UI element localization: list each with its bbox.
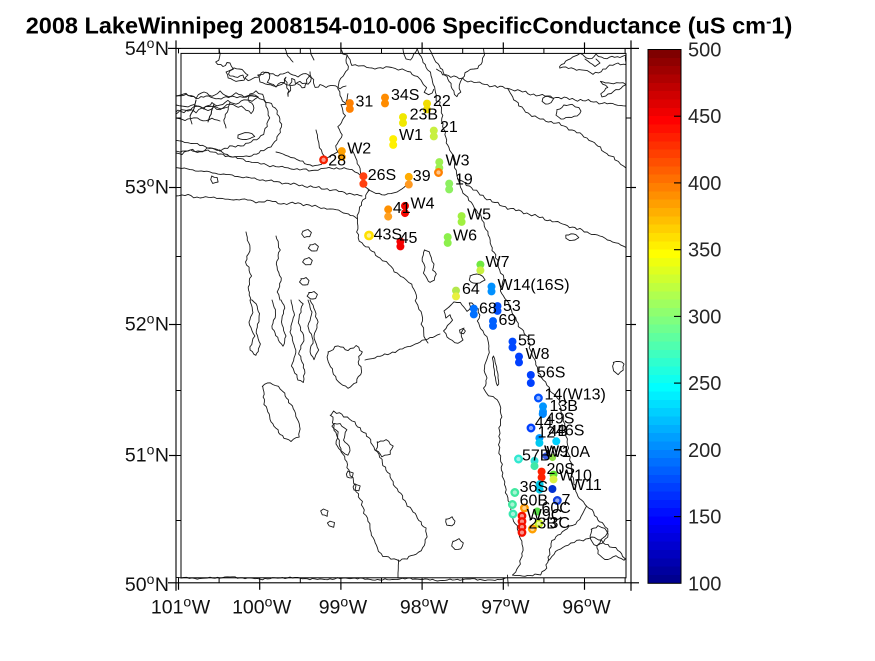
svg-text:W8: W8 xyxy=(526,346,550,363)
svg-text:34S: 34S xyxy=(391,87,419,104)
svg-text:300: 300 xyxy=(688,306,721,328)
svg-text:400: 400 xyxy=(688,173,721,195)
svg-text:250: 250 xyxy=(688,373,721,395)
svg-text:46S: 46S xyxy=(556,422,584,439)
svg-text:52oN: 52oN xyxy=(125,311,169,336)
svg-text:55: 55 xyxy=(518,332,536,349)
svg-text:500: 500 xyxy=(688,40,721,62)
svg-text:56S: 56S xyxy=(537,364,565,381)
svg-text:44: 44 xyxy=(535,414,553,431)
svg-text:68: 68 xyxy=(479,300,497,317)
svg-text:12: 12 xyxy=(538,424,556,441)
svg-text:22: 22 xyxy=(433,93,451,110)
svg-text:45: 45 xyxy=(400,230,418,247)
svg-text:31: 31 xyxy=(356,93,374,110)
svg-text:26S: 26S xyxy=(368,167,396,184)
svg-text:W6: W6 xyxy=(453,227,477,244)
svg-text:23B: 23B xyxy=(410,106,438,123)
svg-text:W11: W11 xyxy=(570,477,602,494)
svg-text:64: 64 xyxy=(462,281,480,298)
svg-text:43S: 43S xyxy=(374,226,402,243)
svg-text:36S: 36S xyxy=(520,479,548,496)
svg-text:W9C: W9C xyxy=(527,507,563,524)
svg-text:W7: W7 xyxy=(486,254,510,271)
svg-text:14(W13): 14(W13) xyxy=(545,386,606,403)
svg-text:3C: 3C xyxy=(550,515,570,532)
svg-text:100oW: 100oW xyxy=(232,594,292,619)
svg-text:13B: 13B xyxy=(550,398,578,415)
svg-text:49S: 49S xyxy=(546,410,574,427)
svg-text:W3: W3 xyxy=(446,152,470,169)
svg-text:W10: W10 xyxy=(559,467,592,484)
svg-text:W10A: W10A xyxy=(547,444,591,461)
svg-text:39: 39 xyxy=(413,168,431,185)
svg-text:W4: W4 xyxy=(411,196,435,213)
svg-text:7: 7 xyxy=(562,492,571,509)
svg-text:57B: 57B xyxy=(522,447,550,464)
svg-text:101oW: 101oW xyxy=(151,594,211,619)
svg-text:100: 100 xyxy=(688,573,721,595)
svg-text:W14(16S): W14(16S) xyxy=(498,277,570,294)
svg-text:350: 350 xyxy=(688,240,721,262)
svg-text:60C: 60C xyxy=(542,500,571,517)
svg-text:W9: W9 xyxy=(544,444,568,461)
svg-text:53: 53 xyxy=(503,298,521,315)
svg-text:W1: W1 xyxy=(399,127,423,144)
svg-text:200: 200 xyxy=(688,440,721,462)
svg-text:23B: 23B xyxy=(529,516,557,533)
svg-text:19: 19 xyxy=(455,171,473,188)
svg-text:2008 LakeWinnipeg 2008154-010-: 2008 LakeWinnipeg 2008154-010-006 Specif… xyxy=(26,13,793,39)
svg-text:28: 28 xyxy=(328,152,346,169)
svg-text:69: 69 xyxy=(499,312,517,329)
svg-text:W2: W2 xyxy=(347,141,371,158)
svg-text:41: 41 xyxy=(393,200,411,217)
svg-text:60B: 60B xyxy=(520,492,548,509)
svg-text:21: 21 xyxy=(440,119,458,136)
svg-text:20S: 20S xyxy=(547,461,575,478)
svg-text:W5: W5 xyxy=(467,206,491,223)
svg-text:4B: 4B xyxy=(549,423,569,440)
svg-text:450: 450 xyxy=(688,106,721,128)
svg-text:150: 150 xyxy=(688,507,721,529)
